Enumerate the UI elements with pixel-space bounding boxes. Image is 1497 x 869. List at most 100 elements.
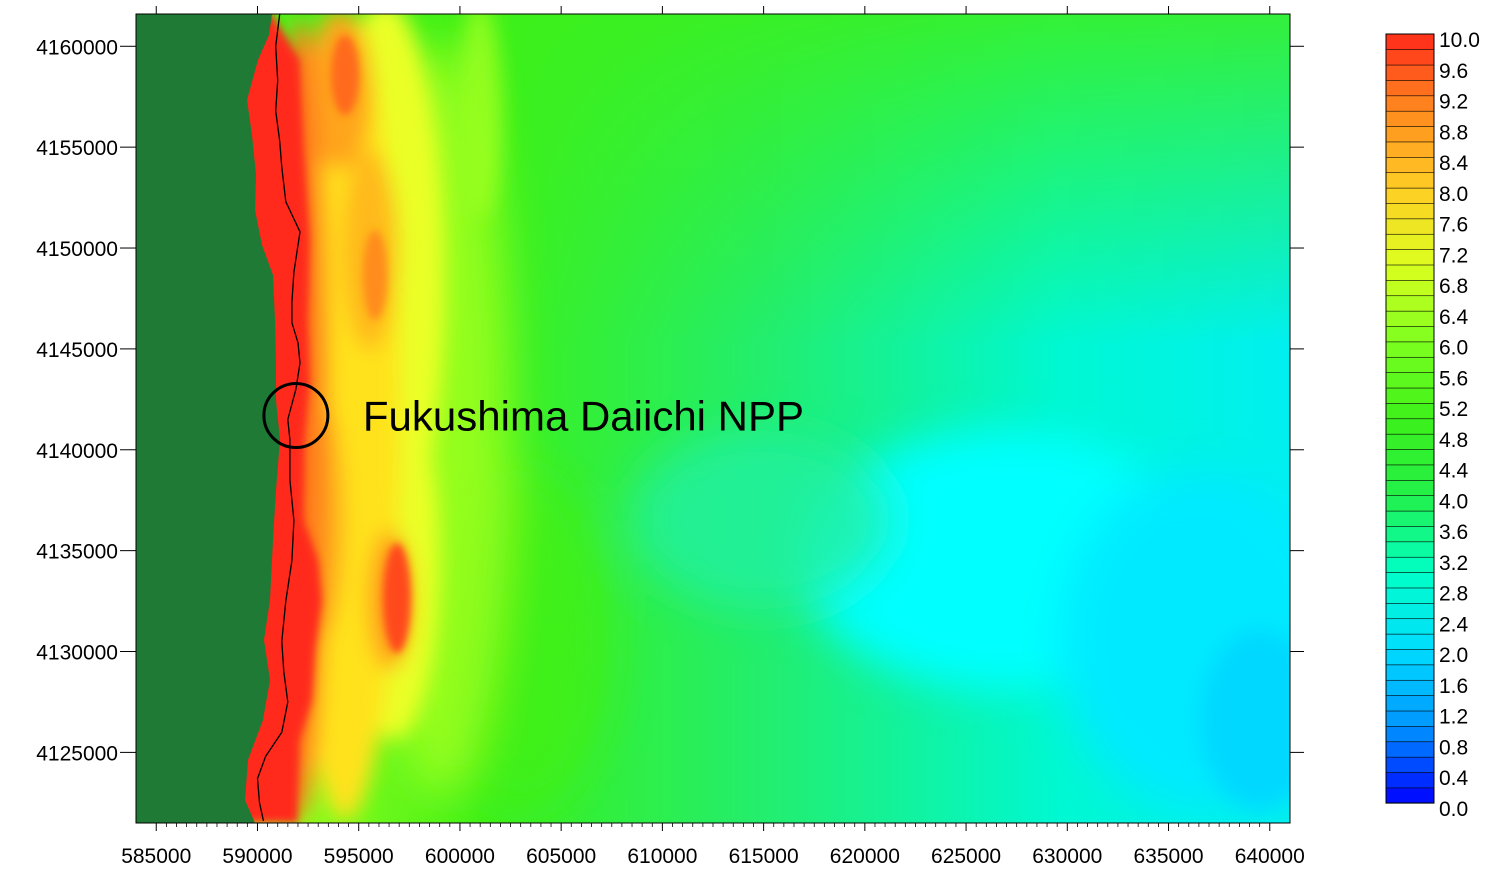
- colorbar-segment: [1385, 771, 1435, 789]
- colorbar-label: 10.0: [1439, 29, 1480, 52]
- colorbar-segment: [1385, 525, 1435, 543]
- colorbar-label: 2.8: [1439, 583, 1468, 606]
- colorbar-label: 8.8: [1439, 121, 1468, 144]
- colorbar-segment: [1385, 618, 1435, 635]
- colorbar-segment: [1385, 172, 1435, 189]
- x-axis: 585000 590000 595000 600000 605000 610000 6150…: [121, 6, 1305, 868]
- colorbar: 10.0 9.6 9.2 8.8 8.4 8.0 7.6 7.2 6.8 6.4 6.0 5.6 5.2…: [1385, 29, 1480, 821]
- colorbar-segment: [1385, 633, 1435, 650]
- colorbar-label: 5.2: [1439, 398, 1468, 421]
- colorbar-label: 4.8: [1439, 429, 1468, 452]
- y-tick-label: 4150000: [36, 238, 118, 261]
- y-tick-label: 4130000: [36, 642, 118, 665]
- colorbar-segment: [1385, 295, 1435, 312]
- y-tick-label: 4140000: [36, 440, 118, 463]
- colorbar-segment: [1385, 79, 1435, 97]
- colorbar-segment: [1385, 218, 1435, 235]
- colorbar-segment: [1385, 787, 1435, 804]
- x-tick-label: 590000: [222, 845, 292, 868]
- colorbar-label: 7.6: [1439, 214, 1468, 237]
- colorbar-label: 0.8: [1439, 737, 1468, 760]
- colorbar-label: 1.2: [1439, 706, 1468, 729]
- colorbar-label: 9.2: [1439, 91, 1468, 114]
- colorbar-segment: [1385, 571, 1435, 589]
- colorbar-label: 4.0: [1439, 490, 1468, 513]
- colorbar-segment: [1385, 556, 1435, 573]
- x-tick-label: 600000: [425, 845, 495, 868]
- colorbar-segment: [1385, 249, 1435, 266]
- colorbar-segment: [1385, 33, 1435, 50]
- colorbar-segment: [1385, 310, 1435, 327]
- colorbar-frame: [1385, 33, 1435, 804]
- colorbar-segment: [1385, 710, 1435, 727]
- colorbar-label: 2.0: [1439, 644, 1468, 667]
- y-tick-label: 4135000: [36, 541, 118, 564]
- colorbar-segment: [1385, 648, 1435, 666]
- colorbar-segment: [1385, 110, 1435, 127]
- colorbar-segment: [1385, 387, 1435, 404]
- colorbar-label: 8.0: [1439, 183, 1468, 206]
- y-tick-label: 4160000: [36, 36, 118, 59]
- colorbar-segment: [1385, 464, 1435, 481]
- x-tick-label: 625000: [931, 845, 1001, 868]
- colorbar-segment: [1385, 202, 1435, 220]
- colorbar-label: 8.4: [1439, 152, 1469, 175]
- colorbar-segment: [1385, 264, 1435, 281]
- colorbar-segment: [1385, 679, 1435, 696]
- colorbar-label: 3.2: [1439, 552, 1468, 575]
- y-axis: 4160000 4155000 4150000 4145000 4140000 41350…: [36, 36, 1304, 765]
- colorbar-segment: [1385, 95, 1435, 112]
- x-tick-label: 610000: [627, 845, 697, 868]
- colorbar-segment: [1385, 541, 1435, 558]
- colorbar-label: 3.6: [1439, 521, 1468, 544]
- contour-field: [136, 14, 1290, 823]
- annotation-label: Fukushima Daiichi NPP: [363, 393, 804, 440]
- coastline: [256, 13, 301, 822]
- colorbar-segment: [1385, 141, 1435, 158]
- colorbar-segment: [1385, 602, 1435, 620]
- colorbar-segment: [1385, 418, 1435, 435]
- colorbar-segment: [1385, 372, 1435, 389]
- colorbar-label: 7.2: [1439, 244, 1468, 267]
- colorbar-segment: [1385, 433, 1435, 450]
- y-tick-label: 4145000: [36, 339, 118, 362]
- colorbar-segment: [1385, 448, 1435, 466]
- colorbar-segment: [1385, 279, 1435, 297]
- colorbar-segment: [1385, 356, 1435, 373]
- y-tick-label: 4155000: [36, 137, 118, 160]
- x-tick-label: 585000: [121, 845, 191, 868]
- colorbar-segment: [1385, 341, 1435, 358]
- colorbar-label: 6.0: [1439, 337, 1468, 360]
- y-tick-label: 4125000: [36, 742, 118, 765]
- colorbar-segment: [1385, 187, 1435, 204]
- colorbar-label: 6.4: [1439, 306, 1469, 329]
- x-tick-label: 615000: [729, 845, 799, 868]
- colorbar-label: 6.8: [1439, 275, 1468, 298]
- colorbar-segment: [1385, 495, 1435, 512]
- colorbar-segment: [1385, 587, 1435, 604]
- colorbar-label: 9.6: [1439, 60, 1468, 83]
- colorbar-segment: [1385, 725, 1435, 743]
- colorbar-segment: [1385, 510, 1435, 527]
- colorbar-segment: [1385, 233, 1435, 250]
- npp-location-marker: [262, 382, 330, 449]
- colorbar-segment: [1385, 64, 1435, 81]
- colorbar-segment: [1385, 664, 1435, 681]
- x-tick-label: 620000: [830, 845, 900, 868]
- x-tick-label: 630000: [1032, 845, 1102, 868]
- colorbar-segment: [1385, 695, 1435, 712]
- x-tick-label: 595000: [324, 845, 394, 868]
- colorbar-segment: [1385, 156, 1435, 174]
- colorbar-segment: [1385, 325, 1435, 343]
- x-tick-label: 605000: [526, 845, 596, 868]
- colorbar-label: 2.4: [1439, 613, 1469, 636]
- colorbar-label: 0.4: [1439, 767, 1469, 790]
- colorbar-segment: [1385, 402, 1435, 420]
- colorbar-label: 0.0: [1439, 798, 1468, 821]
- colorbar-segment: [1385, 125, 1435, 143]
- colorbar-segment: [1385, 49, 1435, 66]
- colorbar-label: 4.4: [1439, 460, 1469, 483]
- colorbar-segment: [1385, 756, 1435, 773]
- colorbar-segment: [1385, 479, 1435, 496]
